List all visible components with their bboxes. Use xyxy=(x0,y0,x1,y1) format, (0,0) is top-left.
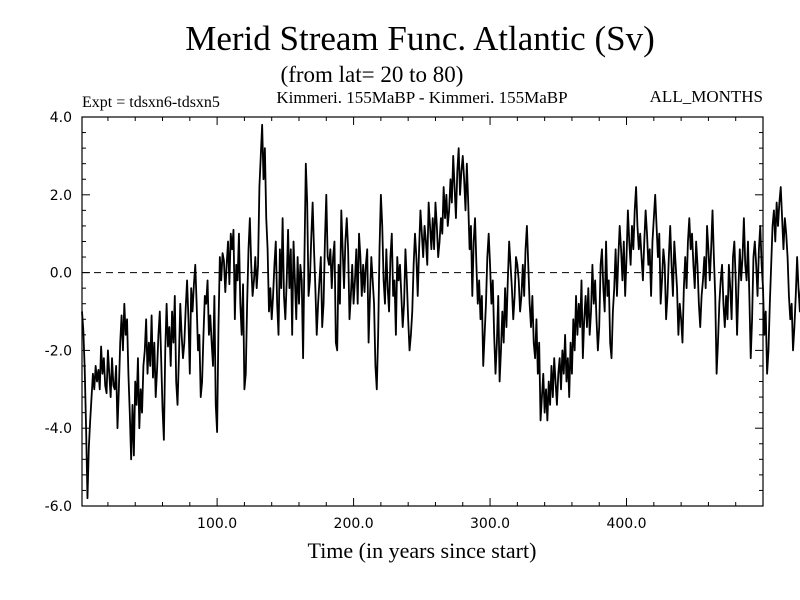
y-tick-label: -2.0 xyxy=(45,343,72,359)
series-line-amoc-anomaly xyxy=(81,123,800,500)
comparison-label: Kimmeri. 155MaBP - Kimmeri. 155MaBP xyxy=(276,88,567,107)
x-tick-label: 100.0 xyxy=(197,516,237,532)
y-tick-label: -4.0 xyxy=(45,421,72,437)
x-tick-label: 400.0 xyxy=(606,516,646,532)
chart-title: Merid Stream Func. Atlantic (Sv) xyxy=(185,19,655,58)
x-axis-tick-labels: 100.0 200.0 300.0 400.0 xyxy=(197,516,647,532)
experiment-label: Expt = tdsxn6-tdsxn5 xyxy=(82,94,220,111)
period-label: ALL_MONTHS xyxy=(650,87,763,106)
x-axis-label: Time (in years since start) xyxy=(308,538,537,563)
plot-frame xyxy=(81,116,764,507)
y-axis-tick-labels: -6.0 -4.0 -2.0 0.0 2.0 4.0 xyxy=(45,110,72,515)
axis-ticks xyxy=(82,117,763,506)
y-tick-label: 4.0 xyxy=(50,110,72,126)
y-tick-label: -6.0 xyxy=(45,499,72,515)
plot-area xyxy=(81,116,800,507)
x-tick-label: 300.0 xyxy=(470,516,510,532)
x-tick-label: 200.0 xyxy=(334,516,374,532)
y-tick-label: 0.0 xyxy=(50,266,72,282)
chart-subtitle: (from lat= 20 to 80) xyxy=(281,62,464,87)
y-tick-label: 2.0 xyxy=(50,188,72,204)
